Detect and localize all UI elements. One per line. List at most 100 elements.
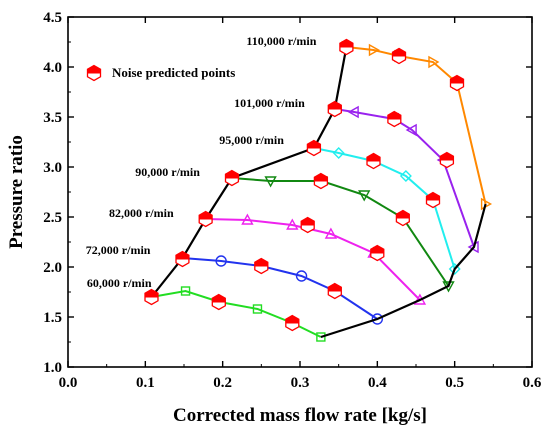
noise-point-fill — [450, 75, 464, 87]
y-tick-label: 4.5 — [43, 10, 62, 26]
noise-predicted-point — [224, 169, 240, 187]
noise-predicted-point — [254, 257, 269, 275]
noise-predicted-point — [327, 100, 342, 118]
y-tick-label: 3.5 — [43, 110, 62, 126]
noise-point-fill — [392, 48, 406, 60]
series-layer — [146, 40, 493, 342]
x-tick-label: 0.5 — [445, 375, 464, 391]
speed-line-6 — [334, 108, 475, 248]
legend-label: Noise predicted points — [112, 65, 235, 80]
speed-label-4: 90,000 r/min — [135, 165, 200, 179]
noise-point-fill — [176, 251, 189, 263]
y-tick-label: 4.0 — [43, 60, 62, 76]
y-axis-title: Pressure ratio — [6, 135, 27, 249]
noise-point-fill — [328, 283, 342, 295]
noise-predicted-point — [449, 74, 465, 92]
noise-point-fill — [254, 258, 268, 270]
speed-line-2-marker — [215, 255, 227, 267]
x-axis-title: Corrected mass flow rate [kg/s] — [173, 405, 427, 426]
noise-predicted-point — [300, 216, 315, 234]
noise-predicted-point — [327, 282, 342, 300]
y-tick-label: 1.5 — [43, 310, 62, 326]
noise-predicted-point — [370, 244, 385, 262]
noise-predicted-point — [285, 314, 300, 332]
speed-line-4-marker — [358, 190, 371, 202]
noise-point-fill — [301, 217, 315, 229]
speed-line-6-marker — [347, 105, 359, 119]
noise-predicted-point — [395, 209, 410, 227]
axes: 0.0 0.1 0.2 0.3 0.4 0.5 0.6 1.0 1.5 2.0 2.5 3.0 3.5 4… — [43, 10, 542, 391]
speed-line-6-marker — [467, 240, 479, 254]
x-tick-label: 0.3 — [291, 375, 310, 391]
noise-predicted-point — [313, 172, 329, 190]
speed-line-7-marker — [480, 197, 493, 211]
noise-predicted-point — [387, 110, 402, 128]
speed-line-3 — [205, 218, 421, 301]
x-tick-label: 0.1 — [136, 375, 155, 391]
noise-point-fill — [426, 192, 440, 204]
speed-label-5: 95,000 r/min — [219, 133, 284, 147]
noise-predicted-point — [425, 191, 441, 209]
speed-label-7: 110,000 r/min — [246, 34, 316, 48]
noise-point-fill — [328, 101, 342, 113]
noise-point-fill — [225, 170, 239, 182]
speed-line-4 — [231, 177, 450, 287]
speed-line-7-marker — [428, 55, 440, 69]
noise-point-fill — [285, 315, 299, 327]
noise-predicted-point — [339, 38, 354, 56]
speed-line-5-marker — [448, 263, 461, 275]
speed-line-3-marker — [241, 213, 254, 225]
speed-line-7-marker — [368, 43, 380, 57]
speed-label-2: 72,000 r/min — [86, 243, 151, 257]
speed-line-1 — [151, 289, 322, 338]
x-tick-label: 0.0 — [59, 375, 78, 391]
noise-point-fill — [145, 289, 158, 301]
speed-labels: 60,000 r/min 72,000 r/min 82,000 r/min 90,0… — [86, 34, 317, 290]
speed-line-3-marker — [324, 227, 338, 239]
speed-line-2-marker — [371, 313, 384, 325]
noise-point-fill — [199, 211, 213, 223]
noise-predicted-point — [391, 47, 407, 65]
speed-label-6: 101,000 r/min — [234, 96, 305, 110]
noise-point-fill — [440, 152, 454, 164]
x-tick-label: 0.6 — [523, 375, 542, 391]
legend: Noise predicted points — [86, 64, 235, 82]
speed-line-5-marker — [399, 170, 412, 182]
noise-point-fill — [307, 140, 321, 152]
noise-point-fill — [370, 245, 384, 257]
noise-predicted-point — [144, 288, 159, 306]
noise-points-layer — [144, 38, 465, 332]
speed-line-5-marker — [332, 147, 345, 159]
noise-point-fill — [396, 210, 410, 222]
noise-predicted-point — [306, 139, 322, 157]
legend-noise-marker — [86, 64, 102, 82]
x-tick-label: 0.4 — [368, 375, 387, 391]
speed-line-2-marker — [295, 270, 308, 282]
noise-predicted-point — [198, 210, 213, 228]
y-tick-label: 2.0 — [43, 260, 62, 276]
y-tick-label: 1.0 — [43, 360, 62, 376]
speed-line-1-marker — [252, 304, 263, 314]
speed-label-1: 60,000 r/min — [87, 276, 152, 290]
speed-line-3-marker — [286, 218, 299, 230]
noise-point-fill — [212, 294, 226, 306]
noise-predicted-point — [175, 250, 190, 268]
noise-point-fill — [367, 153, 380, 165]
x-tick-label: 0.2 — [213, 375, 232, 391]
speed-line-4-marker — [264, 176, 277, 188]
y-tick-label: 3.0 — [43, 160, 62, 176]
speed-line-1-marker — [316, 332, 326, 342]
y-tick-label: 2.5 — [43, 210, 62, 226]
speed-label-3: 82,000 r/min — [109, 206, 174, 220]
noise-point-fill — [314, 173, 328, 185]
speed-line-2 — [182, 257, 378, 320]
speed-line-6-marker — [405, 123, 417, 137]
choke-line — [320, 203, 487, 339]
speed-line-1-marker — [180, 286, 191, 296]
noise-predicted-point — [439, 151, 455, 169]
noise-predicted-point — [366, 152, 381, 170]
noise-point-fill — [87, 65, 101, 77]
noise-point-fill — [339, 39, 353, 51]
noise-predicted-point — [211, 293, 226, 311]
